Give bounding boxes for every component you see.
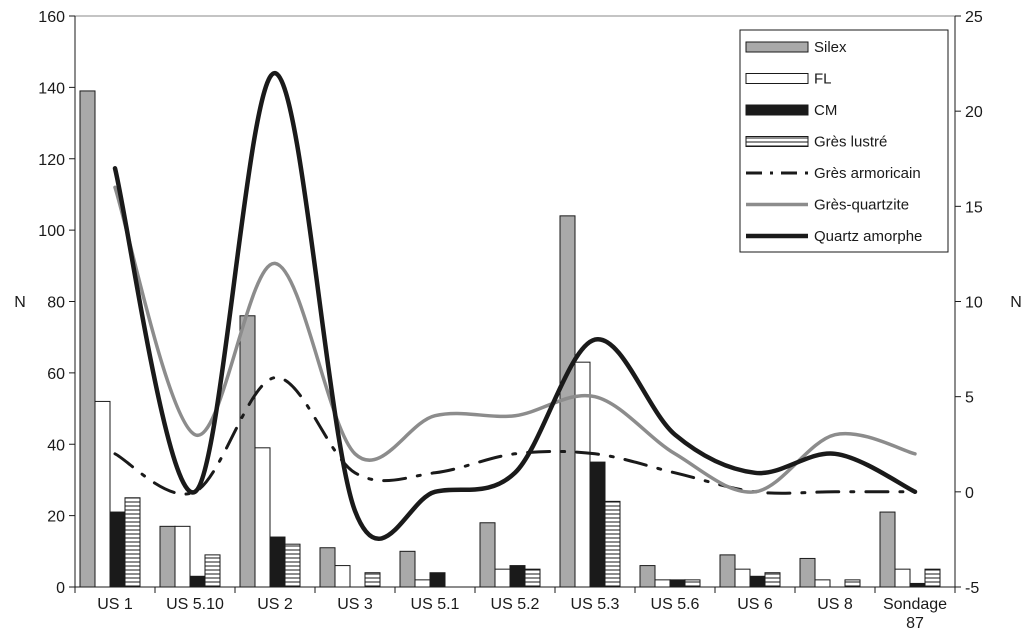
legend-label: Grès armoricain bbox=[814, 165, 921, 182]
y-right-tick-label: 25 bbox=[965, 9, 983, 26]
y-left-tick-label: 20 bbox=[47, 509, 65, 526]
x-tick-label: US 5.10 bbox=[166, 596, 224, 613]
legend-label: CM bbox=[814, 102, 837, 119]
bar-cm-8 bbox=[749, 575, 766, 588]
legend-label: FL bbox=[814, 71, 832, 88]
legend-label: Quartz amorphe bbox=[814, 228, 922, 245]
bar-fl-1 bbox=[174, 525, 191, 588]
x-tick-label: US 6 bbox=[737, 596, 773, 613]
series-line-quartz-amorphe bbox=[112, 70, 918, 541]
legend-label: Grès-quartzite bbox=[814, 197, 909, 214]
y-left-tick-label: 60 bbox=[47, 366, 65, 383]
bar-gr-s-lustr--6 bbox=[604, 500, 621, 588]
bar-fl-7 bbox=[654, 579, 671, 588]
legend-swatch-fl bbox=[745, 73, 809, 84]
legend-swatch-silex bbox=[745, 41, 809, 53]
y-right-tick-label: 15 bbox=[965, 199, 983, 216]
bar-fl-8 bbox=[734, 568, 751, 588]
x-tick-label: US 5.3 bbox=[571, 596, 620, 613]
y-left-tick-label: 140 bbox=[38, 80, 65, 97]
axes-layer: 0 20 40 60 80 100 120 140 160 -5 0 5 10 15 20 25 US 1 US … bbox=[14, 9, 1022, 632]
bar-silex-10 bbox=[879, 511, 896, 588]
bar-gr-s-lustr--2 bbox=[284, 543, 301, 588]
bar-gr-s-lustr--9 bbox=[844, 579, 861, 588]
bar-cm-2 bbox=[269, 536, 286, 588]
bar-fl-4 bbox=[414, 579, 431, 588]
bar-fl-0 bbox=[94, 400, 111, 588]
bar-fl-5 bbox=[494, 568, 511, 588]
bar-gr-s-lustr--10 bbox=[924, 568, 941, 588]
legend-label: Silex bbox=[814, 39, 847, 56]
bar-cm-6 bbox=[589, 461, 606, 588]
y-right-tick-label: -5 bbox=[965, 580, 979, 597]
bar-silex-4 bbox=[399, 550, 416, 588]
bar-silex-1 bbox=[159, 525, 176, 588]
bar-cm-0 bbox=[109, 511, 126, 588]
y-right-tick-label: 0 bbox=[965, 485, 974, 502]
legend-swatch-cm bbox=[745, 104, 809, 116]
bar-layer bbox=[79, 90, 941, 588]
y-left-axis-label: N bbox=[14, 294, 26, 311]
y-right-tick-label: 20 bbox=[965, 104, 983, 121]
bar-gr-s-lustr--0 bbox=[124, 497, 141, 588]
bar-silex-3 bbox=[319, 547, 336, 588]
bar-silex-7 bbox=[639, 565, 656, 588]
x-tick-label: US 5.1 bbox=[411, 596, 460, 613]
legend-swatch-gr-s-lustr- bbox=[745, 136, 809, 147]
y-right-axis-label: N bbox=[1010, 294, 1022, 311]
y-right-tick-label: 10 bbox=[965, 295, 983, 312]
bar-gr-s-lustr--1 bbox=[204, 554, 221, 588]
x-tick-label: US 5.6 bbox=[651, 596, 700, 613]
bar-gr-s-lustr--3 bbox=[364, 572, 381, 588]
bar-fl-3 bbox=[334, 565, 351, 588]
bar-silex-5 bbox=[479, 522, 496, 588]
legend: Silex FL CM Grès lustré Grès armoricain Grès-… bbox=[739, 29, 949, 253]
bar-fl-9 bbox=[814, 579, 831, 588]
x-tick-label: US 2 bbox=[257, 596, 293, 613]
bar-gr-s-lustr--5 bbox=[524, 568, 541, 588]
y-left-tick-label: 0 bbox=[56, 580, 65, 597]
bar-silex-2 bbox=[239, 315, 256, 588]
bar-fl-2 bbox=[254, 447, 271, 588]
line-layer bbox=[112, 70, 918, 541]
bar-gr-s-lustr--8 bbox=[764, 572, 781, 588]
bar-cm-7 bbox=[669, 579, 686, 588]
bar-cm-10 bbox=[909, 582, 926, 588]
y-left-tick-label: 100 bbox=[38, 223, 65, 240]
legend-label: Grès lustré bbox=[814, 134, 887, 151]
x-tick-label: Sondage 87 bbox=[883, 596, 947, 632]
y-left-tick-label: 120 bbox=[38, 152, 65, 169]
bar-cm-4 bbox=[429, 572, 446, 588]
bar-silex-8 bbox=[719, 554, 736, 588]
y-right-tick-label: 5 bbox=[965, 390, 974, 407]
x-tick-label: US 1 bbox=[97, 596, 133, 613]
y-left-tick-label: 40 bbox=[47, 437, 65, 454]
bar-gr-s-lustr--7 bbox=[684, 579, 701, 588]
bar-fl-10 bbox=[894, 568, 911, 588]
bar-cm-1 bbox=[189, 575, 206, 588]
y-left-tick-label: 80 bbox=[47, 295, 65, 312]
y-left-tick-label: 160 bbox=[38, 9, 65, 26]
x-tick-label: US 5.2 bbox=[491, 596, 540, 613]
x-tick-label: US 3 bbox=[337, 596, 373, 613]
series-line-gr-s-armoricain bbox=[113, 376, 917, 496]
bar-silex-0 bbox=[79, 90, 96, 588]
bar-silex-9 bbox=[799, 557, 816, 588]
bar-cm-5 bbox=[509, 565, 526, 588]
x-tick-label: US 8 bbox=[817, 596, 853, 613]
